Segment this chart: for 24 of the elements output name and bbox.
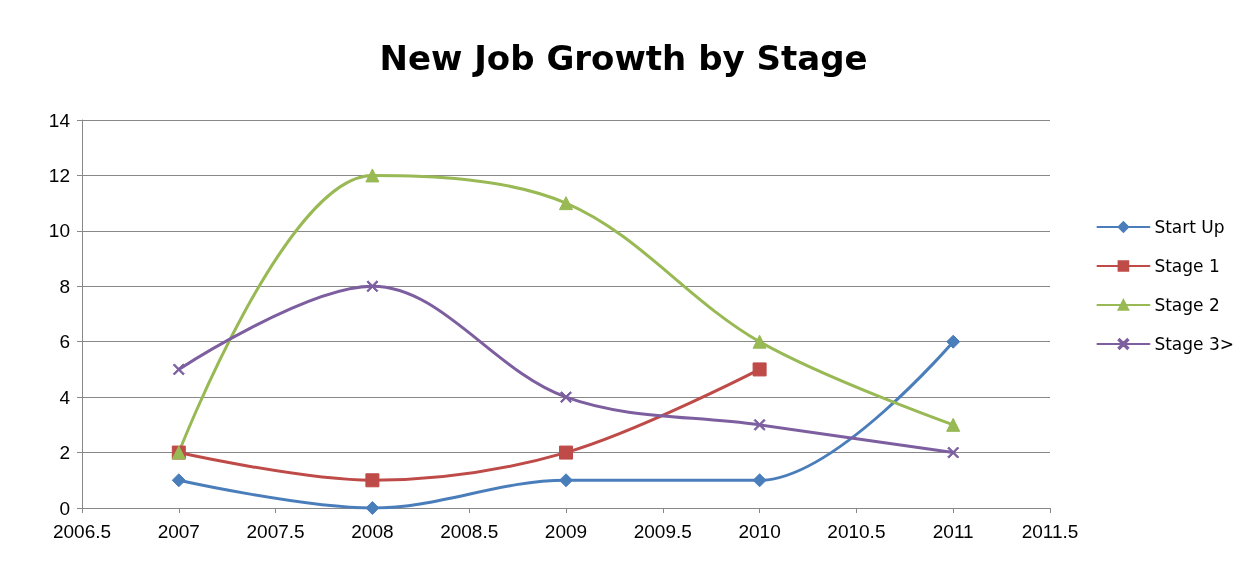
y-tick-label: 2 bbox=[59, 442, 70, 464]
y-tick-label: 4 bbox=[59, 386, 71, 408]
x-tick-label: 2008 bbox=[351, 521, 394, 542]
x-tick-label: 2008.5 bbox=[440, 521, 499, 542]
y-tick-label: 12 bbox=[48, 164, 70, 186]
x-tick-label: 2007 bbox=[157, 521, 200, 542]
legend-label: Stage 1 bbox=[1154, 256, 1220, 276]
y-tick-label: 10 bbox=[48, 220, 70, 242]
x-tick-label: 2009.5 bbox=[633, 521, 692, 542]
chart-title: New Job Growth by Stage bbox=[379, 38, 868, 78]
x-tick-label: 2007.5 bbox=[246, 521, 305, 542]
x-tick-label: 2011.5 bbox=[1021, 521, 1079, 542]
y-tick-label: 6 bbox=[59, 331, 70, 353]
y-tick-label: 14 bbox=[48, 109, 71, 131]
y-tick-label: 8 bbox=[59, 275, 70, 297]
x-tick-label: 2006.5 bbox=[52, 521, 112, 542]
y-tick-label: 0 bbox=[59, 497, 70, 519]
legend-label: Stage 2 bbox=[1154, 295, 1220, 315]
legend-label: Stage 3> bbox=[1154, 334, 1235, 354]
x-tick-label: 2009 bbox=[544, 521, 588, 542]
x-tick-label: 2011 bbox=[932, 521, 974, 542]
x-tick-label: 2010 bbox=[738, 521, 781, 542]
x-tick-label: 2010.5 bbox=[827, 521, 886, 542]
legend-label: Start Up bbox=[1154, 217, 1225, 237]
